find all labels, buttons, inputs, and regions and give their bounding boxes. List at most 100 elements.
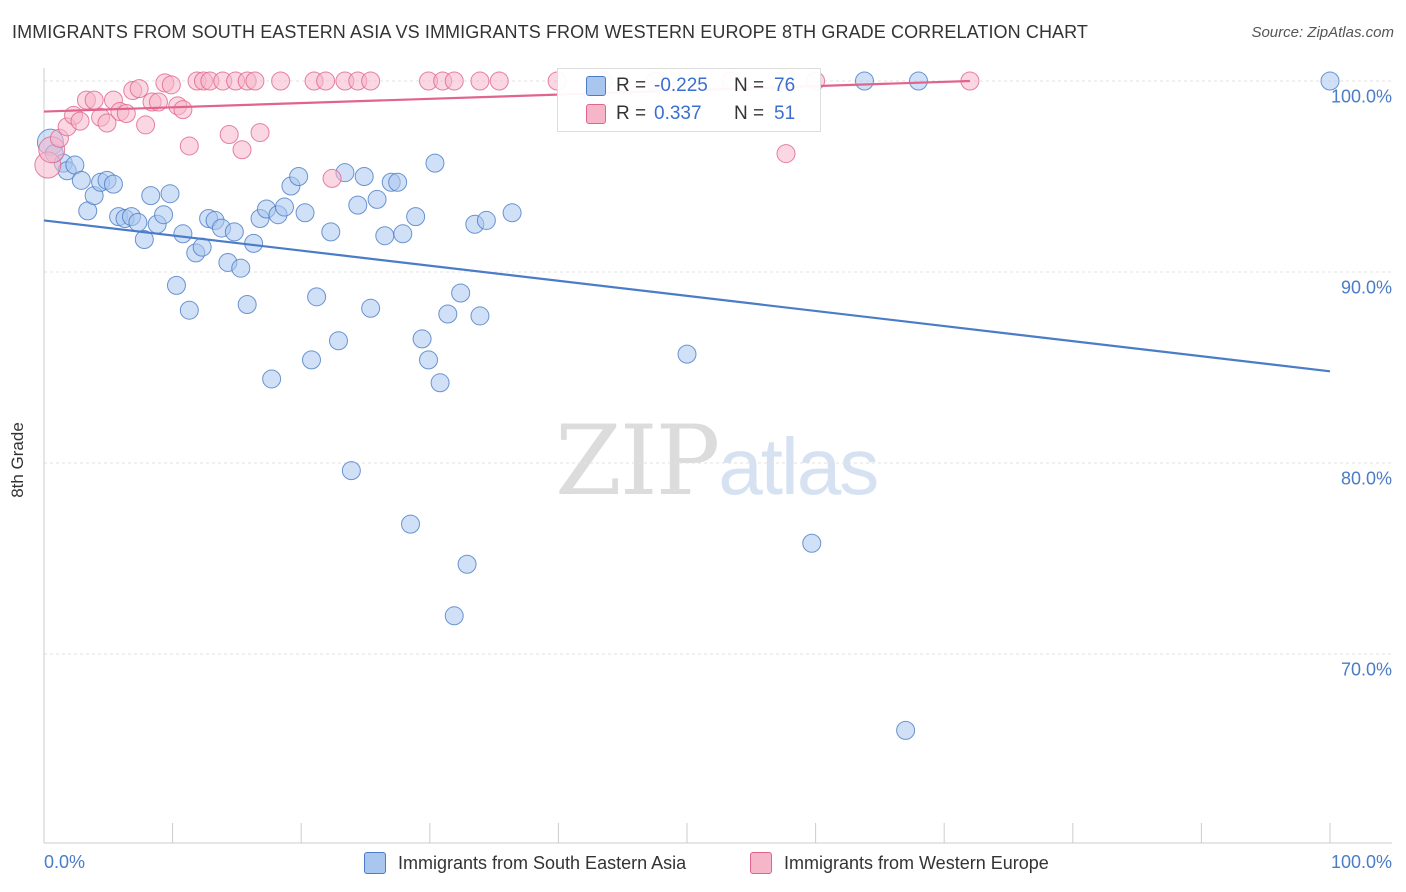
legend-swatch-blue: [586, 76, 606, 96]
point-sea: [328, 331, 348, 351]
point-sea: [103, 174, 123, 194]
point-we: [444, 71, 464, 91]
point-sea: [128, 212, 148, 232]
point-sea: [430, 373, 450, 393]
point-sea: [141, 186, 161, 206]
point-sea: [354, 167, 374, 186]
stats-row-sea: R = -0.225 N = 76: [558, 71, 820, 101]
point-sea: [348, 195, 368, 215]
point-sea: [412, 329, 432, 349]
point-sea: [896, 720, 916, 740]
legend-swatch-blue: [364, 852, 386, 874]
point-sea: [802, 533, 822, 553]
stats-legend: R = -0.225 N = 76 R = 0.337 N = 51: [557, 68, 821, 132]
r-value: 0.337: [654, 103, 702, 124]
point-we: [219, 124, 239, 144]
y-tick-label-90: 90.0%: [1340, 277, 1392, 298]
trendline-sea: [43, 219, 1331, 373]
legend-label-we: Immigrants from Western Europe: [784, 852, 1049, 873]
point-sea: [295, 203, 315, 223]
point-sea: [908, 71, 928, 91]
stats-row-we: R = 0.337 N = 51: [558, 99, 820, 129]
point-sea: [677, 344, 697, 364]
n-label: N =: [734, 103, 765, 124]
y-axis-label: 8th Grade: [8, 422, 27, 498]
y-tick-label-80: 80.0%: [1340, 468, 1392, 489]
point-sea: [476, 210, 496, 230]
chart-title: IMMIGRANTS FROM SOUTH EASTERN ASIA VS IM…: [12, 22, 1089, 42]
point-we: [148, 92, 168, 112]
point-sea: [425, 153, 445, 173]
r-label: R =: [616, 75, 647, 96]
y-tick-label-70: 70.0%: [1340, 659, 1392, 680]
point-we: [316, 71, 336, 91]
point-sea: [341, 461, 361, 481]
point-sea: [438, 304, 458, 324]
point-sea: [388, 172, 408, 192]
point-we: [161, 75, 181, 95]
r-value: -0.225: [654, 75, 708, 96]
point-we: [84, 90, 104, 110]
x-tick-label-0: 0.0%: [44, 852, 86, 872]
legend-swatch-pink: [750, 852, 772, 874]
point-sea: [173, 224, 193, 244]
point-sea: [231, 258, 251, 278]
series-legend: Immigrants from South Eastern Asia Immig…: [0, 852, 1406, 878]
point-sea: [154, 205, 174, 225]
y-tick-label-100: 100.0%: [1330, 86, 1392, 107]
watermark-zip: ZIP: [555, 405, 720, 517]
point-sea: [444, 606, 464, 626]
point-sea: [274, 197, 294, 217]
point-sea: [166, 275, 186, 295]
point-sea: [854, 71, 874, 91]
point-sea: [451, 283, 471, 303]
legend-item-we[interactable]: Immigrants from Western Europe: [750, 852, 1049, 874]
point-we: [116, 103, 136, 123]
point-sea: [321, 222, 341, 242]
point-we: [97, 113, 117, 133]
point-we: [70, 111, 90, 131]
point-we: [245, 71, 265, 91]
legend-item-sea[interactable]: Immigrants from South Eastern Asia: [364, 852, 686, 874]
point-sea: [457, 554, 477, 574]
point-sea: [375, 226, 395, 246]
point-sea: [160, 184, 180, 204]
point-sea: [406, 207, 426, 227]
legend-label-sea: Immigrants from South Eastern Asia: [398, 852, 687, 873]
n-value: 51: [774, 103, 796, 124]
point-we: [173, 100, 193, 120]
point-sea: [134, 230, 154, 250]
point-we: [136, 115, 156, 135]
point-we: [179, 136, 199, 156]
point-sea: [71, 170, 91, 190]
point-we: [489, 71, 509, 91]
n-label: N =: [734, 75, 765, 96]
point-sea: [289, 167, 309, 186]
point-we: [322, 168, 342, 188]
point-sea: [419, 350, 439, 370]
watermark: ZIPatlas: [555, 405, 879, 517]
point-sea: [393, 224, 413, 244]
point-sea: [262, 369, 282, 389]
watermark-atlas: atlas: [718, 422, 879, 511]
point-we: [361, 71, 381, 91]
point-sea: [179, 300, 199, 320]
x-tick-label-100: 100.0%: [1330, 852, 1392, 872]
source-credit: Source: ZipAtlas.com: [1251, 24, 1394, 41]
point-we: [129, 79, 149, 99]
point-we: [271, 71, 291, 91]
point-sea: [502, 203, 522, 223]
point-sea: [192, 237, 212, 257]
point-sea: [470, 306, 490, 326]
point-we: [776, 144, 796, 164]
point-sea: [1320, 71, 1340, 91]
point-we: [470, 71, 490, 91]
point-sea: [224, 222, 244, 242]
r-label: R =: [616, 103, 647, 124]
point-we: [250, 123, 270, 143]
point-sea: [237, 294, 257, 314]
n-value: 76: [774, 75, 796, 96]
point-sea: [401, 514, 421, 534]
point-sea: [307, 287, 327, 307]
